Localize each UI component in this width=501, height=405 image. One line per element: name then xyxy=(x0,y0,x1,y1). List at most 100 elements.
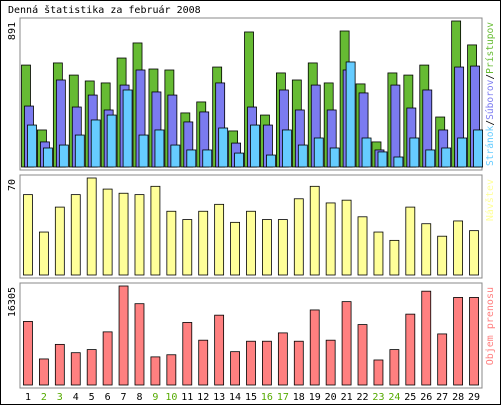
x-tick-label: 8 xyxy=(136,392,142,403)
bar xyxy=(341,301,352,386)
legend: Objem prenosu xyxy=(485,287,496,365)
bar xyxy=(186,149,197,168)
bar xyxy=(313,137,324,168)
bar xyxy=(262,219,272,276)
bar xyxy=(425,149,436,168)
bar xyxy=(118,192,129,276)
x-tick-label: 2 xyxy=(41,392,47,403)
bar xyxy=(246,210,256,276)
bar xyxy=(234,152,245,168)
bar xyxy=(122,89,133,168)
legend-entry: Návštev xyxy=(484,179,496,221)
bar xyxy=(309,309,320,386)
x-tick-label: 10 xyxy=(165,392,177,403)
x-tick-label: 15 xyxy=(245,392,257,403)
legend-entry: Objem prenosu xyxy=(485,287,496,365)
legend: Stránok/Súborov/Prístupov xyxy=(484,22,496,166)
bar xyxy=(58,144,69,168)
bar xyxy=(453,297,464,386)
x-tick-label: 13 xyxy=(213,392,225,403)
bar xyxy=(409,137,420,168)
legend-entry: Prístupov xyxy=(484,22,496,74)
bar xyxy=(38,358,49,386)
x-tick-label: 11 xyxy=(181,392,193,403)
bar xyxy=(453,220,464,276)
bar xyxy=(214,314,225,386)
x-tick-label: 26 xyxy=(420,392,432,403)
x-tick-label: 4 xyxy=(73,392,79,403)
bar xyxy=(74,134,85,168)
bar xyxy=(43,147,53,168)
bar xyxy=(473,129,483,168)
bar xyxy=(325,339,336,386)
bar xyxy=(182,322,193,386)
x-tick-label: 6 xyxy=(105,392,111,403)
bar xyxy=(357,324,368,386)
y-tick-label: 891 xyxy=(7,22,18,40)
bar xyxy=(118,285,129,386)
bar xyxy=(373,231,384,276)
x-tick-label: 25 xyxy=(404,392,416,403)
x-tick-label: 27 xyxy=(436,392,448,403)
x-tick-label: 12 xyxy=(197,392,209,403)
bar xyxy=(389,239,400,276)
bar xyxy=(469,297,479,386)
bar xyxy=(218,127,229,168)
bar xyxy=(182,219,193,276)
bar xyxy=(102,331,113,386)
bar xyxy=(277,332,288,386)
bar xyxy=(293,198,304,276)
bar xyxy=(390,84,401,168)
bar xyxy=(421,223,432,276)
bar xyxy=(361,137,372,168)
x-tick-label: 1 xyxy=(25,392,31,403)
bar xyxy=(373,359,384,386)
bar xyxy=(325,202,336,276)
bar xyxy=(170,144,181,168)
bar xyxy=(421,290,432,386)
legend-entry: Stránok xyxy=(484,126,496,166)
bar xyxy=(166,354,177,386)
bar xyxy=(102,188,113,276)
bar xyxy=(469,230,479,276)
bar xyxy=(230,221,240,276)
x-tick-label: 20 xyxy=(325,392,337,403)
x-tick-label: 28 xyxy=(452,392,464,403)
legend: Návštev xyxy=(484,179,496,221)
bar xyxy=(405,313,416,386)
bar xyxy=(389,349,400,386)
bar xyxy=(277,219,288,276)
legend-entry: Súborov xyxy=(484,80,496,120)
y-tick-label: 16305 xyxy=(7,287,18,317)
bar xyxy=(166,210,177,276)
x-tick-label: 7 xyxy=(121,392,127,403)
bar xyxy=(214,203,225,276)
bar xyxy=(266,154,276,168)
bar xyxy=(437,333,448,386)
x-tick-label: 21 xyxy=(341,392,353,403)
bar xyxy=(90,119,101,168)
bar xyxy=(297,144,308,168)
x-tick-label: 23 xyxy=(372,392,384,403)
bar xyxy=(154,129,165,168)
bar xyxy=(202,149,213,168)
y-tick-label: 70 xyxy=(7,179,18,191)
bar xyxy=(138,134,149,168)
x-tick-label: 22 xyxy=(356,392,368,403)
x-tick-label: 9 xyxy=(152,392,158,403)
bar xyxy=(457,137,468,168)
bar xyxy=(329,147,340,168)
bar xyxy=(345,61,356,168)
bar xyxy=(27,124,37,168)
chart-title: Denná štatistika za február 2008 xyxy=(8,4,201,16)
x-tick-label: 3 xyxy=(57,392,63,403)
bar xyxy=(246,340,256,386)
bar xyxy=(309,185,320,276)
x-tick-label: 18 xyxy=(293,392,305,403)
bar xyxy=(150,185,161,276)
bar xyxy=(54,206,65,276)
bar xyxy=(250,124,260,168)
bar xyxy=(134,194,145,276)
x-tick-label: 5 xyxy=(89,392,95,403)
bar xyxy=(198,210,209,276)
